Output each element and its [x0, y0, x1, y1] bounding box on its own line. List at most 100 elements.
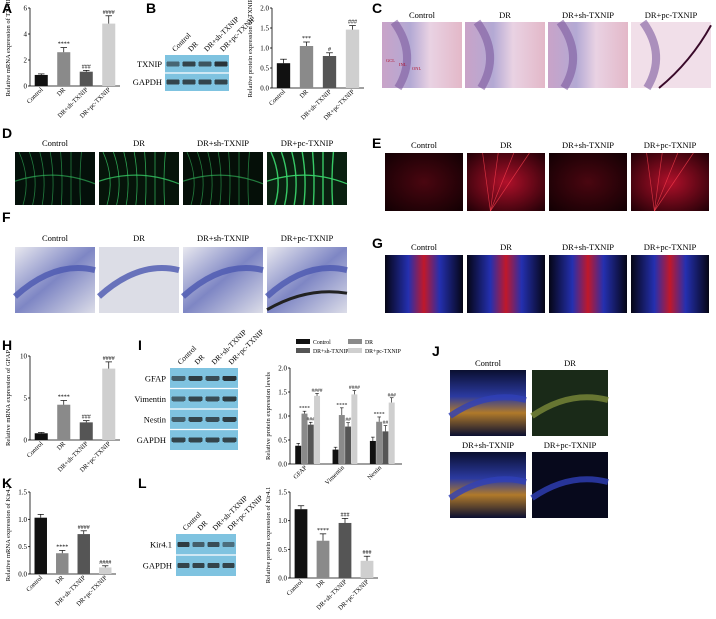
- blot-band: [205, 416, 220, 422]
- image-label: DR+sh-TXNIP: [562, 140, 614, 150]
- vessel: [144, 151, 147, 206]
- nuclear-layer: [180, 264, 264, 299]
- bar: [338, 522, 352, 578]
- blot-band: [171, 375, 186, 381]
- blot-band: [198, 61, 212, 67]
- pigment-layer: [658, 24, 712, 89]
- y-tick-label: 0.0: [260, 85, 269, 93]
- y-axis-label: Relative mRNA expression of TXNIP: [5, 0, 12, 96]
- image-label: DR: [564, 358, 576, 368]
- vessel: [39, 151, 45, 206]
- micrograph: [549, 255, 627, 313]
- y-axis-label: Relative mRNA expression of GFAP: [5, 350, 12, 446]
- y-tick-label: 6: [24, 5, 28, 13]
- x-tick-label: Nestin: [366, 464, 383, 481]
- ihc-blue-images: Control DR DR+sh-TXNIP DR+pc-TXNIP: [12, 233, 348, 313]
- image-label: DR: [133, 138, 145, 148]
- y-tick-label: 1.5: [278, 489, 287, 497]
- bar: [57, 52, 71, 86]
- vessel: [14, 174, 96, 185]
- y-tick-label: 0.5: [278, 546, 287, 554]
- micrograph: [385, 255, 463, 313]
- image-label: Control: [42, 138, 69, 148]
- retina-layer: [390, 19, 412, 91]
- vessel: [311, 151, 315, 206]
- nuclear-layer: [96, 264, 180, 299]
- x-tick-label: Control: [25, 574, 44, 593]
- y-tick-label: 0.0: [18, 571, 27, 579]
- legend-swatch: [296, 348, 310, 353]
- chart-b: 0.0 0.5 1.0 1.5 2.0 Relative protein expressi…: [247, 0, 364, 122]
- bar: [332, 449, 339, 464]
- blot-band: [214, 61, 228, 67]
- y-tick-label: 1.0: [278, 413, 287, 421]
- image-label: DR+sh-TXNIP: [562, 10, 614, 20]
- blot-band: [192, 542, 205, 547]
- image-label: DR+pc-TXNIP: [644, 242, 697, 252]
- panel-label-d: D: [2, 125, 12, 141]
- bar: [307, 424, 314, 464]
- panel-label-j: J: [432, 343, 440, 359]
- micrograph: [382, 22, 462, 88]
- significance-mark: ####: [103, 356, 115, 362]
- significance-mark: ####: [312, 388, 323, 394]
- micrograph: [450, 452, 526, 518]
- significance-mark: ###: [82, 64, 91, 70]
- bar: [301, 413, 308, 464]
- bar: [345, 29, 360, 89]
- blot-band: [171, 437, 186, 443]
- micrograph: [467, 153, 545, 211]
- blot-band: [177, 542, 190, 547]
- micrograph: [15, 152, 95, 205]
- panel-letters: A B C D E F G H I J K L: [2, 0, 440, 491]
- bar: [294, 509, 308, 578]
- vessel: [280, 151, 288, 206]
- vessel: [482, 152, 491, 212]
- image-label: DR+pc-TXNIP: [281, 138, 334, 148]
- blot-band: [166, 61, 180, 67]
- y-tick-label: 2: [24, 57, 28, 65]
- x-tick-label: DR: [54, 574, 66, 586]
- chart-i: 0.0 0.5 1.0 1.5 2.0 Relative protein expressi…: [265, 339, 402, 487]
- y-tick-label: 0.5: [278, 437, 287, 445]
- flatmount-green-images: Control DR DR+sh-TXNIP DR+pc-TXNIP: [14, 138, 348, 206]
- y-tick-label: 0.5: [18, 543, 27, 551]
- bar: [316, 540, 330, 578]
- retina-layer: [473, 19, 495, 91]
- micrograph: [183, 152, 263, 205]
- y-tick-label: 0: [24, 83, 28, 91]
- blot-band: [205, 375, 220, 381]
- retina-layer: [448, 476, 527, 501]
- bar: [382, 431, 389, 464]
- micrograph: [532, 370, 608, 436]
- image-label: Control: [409, 10, 436, 20]
- blot-band: [166, 79, 180, 85]
- vessel: [646, 152, 655, 212]
- significance-mark: ****: [299, 406, 310, 412]
- layer-label: GCL: [386, 58, 395, 63]
- blot-row-label: TXNIP: [137, 59, 162, 69]
- significance-mark: ####: [78, 525, 90, 531]
- chart-h: 0 5 10 Relative mRNA expression of GFAP Cont…: [5, 350, 120, 474]
- y-tick-label: 0.0: [278, 575, 287, 583]
- significance-mark: ####: [99, 560, 111, 566]
- significance-mark: ****: [58, 42, 70, 48]
- significance-mark: ###: [363, 550, 372, 556]
- image-label: Control: [475, 358, 502, 368]
- image-label: DR: [500, 242, 512, 252]
- panel-j-images: Control DR DR+sh-TXNIP DR+pc-TXNIP: [448, 358, 609, 518]
- chart-a: 0 2 4 6 Relative mRNA expression of TXNIP Con…: [5, 0, 120, 120]
- blot-row-label: GAPDH: [143, 561, 172, 571]
- bar: [314, 395, 321, 464]
- micrograph: [467, 255, 545, 313]
- bar: [322, 56, 337, 88]
- significance-mark: ****: [58, 395, 70, 401]
- x-tick-label: Control: [285, 578, 304, 597]
- x-tick-label: Vimentin: [324, 464, 347, 487]
- panel-label-l: L: [138, 475, 147, 491]
- image-label: DR+pc-TXNIP: [644, 140, 697, 150]
- y-tick-label: 0.0: [278, 461, 287, 469]
- blot-band: [222, 375, 237, 381]
- image-label: DR+sh-TXNIP: [197, 233, 249, 243]
